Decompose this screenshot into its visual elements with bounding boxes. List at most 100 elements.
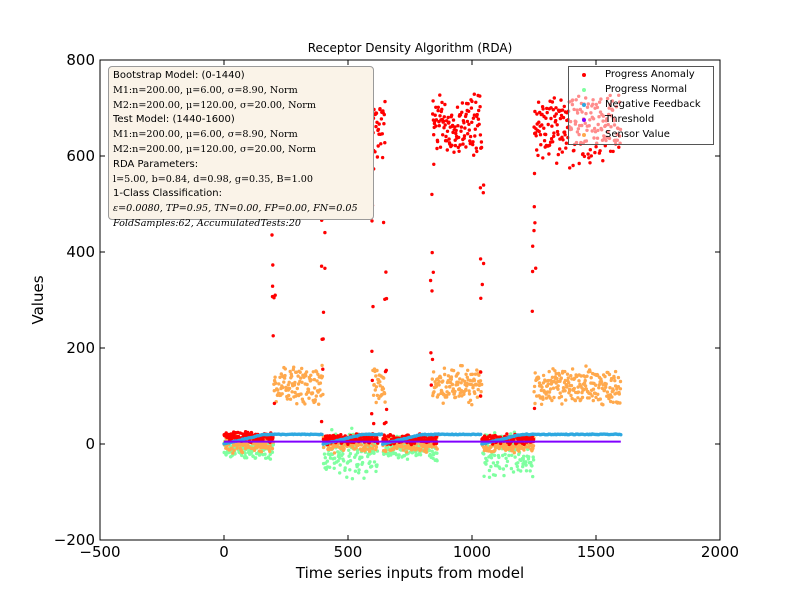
progress-anomaly-point	[430, 192, 434, 197]
negative-feedback-point	[318, 388, 322, 392]
progress-anomaly-point	[462, 134, 467, 138]
negative-feedback-point	[300, 366, 304, 371]
progress-normal-point	[490, 452, 494, 456]
negative-feedback-point	[562, 386, 566, 390]
negative-feedback-point	[395, 446, 399, 451]
legend-label: Negative Feedback	[605, 99, 701, 110]
progress-anomaly-point	[339, 433, 343, 437]
progress-anomaly-point	[466, 132, 470, 136]
progress-anomaly-point	[464, 145, 468, 149]
negative-feedback-point	[332, 451, 337, 455]
progress-anomaly-point	[559, 98, 563, 102]
progress-anomaly-point	[552, 134, 556, 138]
progress-anomaly-point	[321, 337, 325, 341]
progress-normal-point	[360, 455, 364, 459]
negative-feedback-point	[546, 378, 550, 383]
x-tick-label: 1000	[453, 543, 491, 561]
negative-feedback-point	[512, 444, 516, 449]
progress-anomaly-point	[552, 131, 556, 135]
progress-anomaly-point	[478, 133, 483, 137]
negative-feedback-point	[537, 381, 542, 385]
progress-normal-point	[510, 453, 514, 457]
negative-feedback-point	[512, 451, 516, 455]
progress-normal-point	[504, 456, 508, 460]
x-tick-label: 0	[219, 543, 229, 561]
legend: Progress Anomaly Progress Normal Negativ…	[568, 66, 714, 145]
progress-anomaly-point	[384, 407, 389, 412]
progress-anomaly-point	[261, 437, 265, 442]
negative-feedback-point	[588, 369, 592, 374]
negative-feedback-point	[310, 391, 315, 395]
progress-normal-point	[530, 464, 534, 468]
negative-feedback-point	[613, 379, 617, 383]
negative-feedback-point	[576, 390, 581, 394]
progress-anomaly-point	[534, 134, 538, 138]
progress-normal-point	[332, 466, 336, 470]
progress-normal-point	[362, 476, 366, 480]
progress-anomaly-point	[429, 351, 433, 355]
negative-feedback-point	[566, 376, 570, 380]
progress-normal-point	[338, 463, 342, 467]
progress-anomaly-point	[541, 107, 545, 111]
negative-feedback-point	[613, 384, 618, 388]
progress-normal-point	[336, 459, 340, 463]
negative-feedback-point	[583, 378, 587, 383]
negative-feedback-point	[569, 374, 573, 378]
negative-feedback-point	[287, 393, 291, 398]
negative-feedback-point	[458, 377, 462, 381]
progress-anomaly-point	[273, 293, 277, 297]
x-tick-label: 2000	[701, 543, 739, 561]
progress-normal-point	[322, 452, 327, 456]
progress-anomaly-point	[571, 163, 575, 168]
progress-anomaly-point	[376, 127, 381, 132]
progress-anomaly-point	[593, 150, 597, 155]
negative-feedback-point	[548, 396, 552, 400]
progress-normal-point	[338, 471, 342, 475]
progress-anomaly-point	[431, 270, 435, 274]
progress-anomaly-point	[380, 132, 384, 136]
negative-feedback-point	[616, 375, 621, 380]
progress-normal-point	[482, 474, 486, 478]
progress-anomaly-point	[536, 153, 540, 158]
progress-normal-point	[270, 450, 275, 454]
progress-normal-point	[323, 456, 327, 460]
negative-feedback-point	[565, 372, 570, 376]
progress-anomaly-point	[561, 115, 566, 120]
negative-feedback-point	[365, 447, 369, 451]
progress-normal-point	[360, 460, 365, 465]
progress-anomaly-point	[321, 367, 325, 371]
negative-feedback-point	[373, 388, 377, 392]
negative-feedback-point	[383, 449, 388, 454]
negative-feedback-point	[283, 367, 287, 371]
info-line: Bootstrap Model: (0-1440)	[113, 70, 245, 81]
negative-feedback-point	[306, 387, 311, 392]
negative-feedback-point	[591, 387, 596, 391]
negative-feedback-point	[548, 387, 553, 391]
progress-anomaly-point	[458, 143, 462, 147]
progress-anomaly-point	[459, 129, 463, 133]
negative-feedback-point	[611, 400, 615, 404]
negative-feedback-point	[559, 394, 564, 399]
negative-feedback-point	[436, 393, 440, 397]
negative-feedback-point	[290, 390, 294, 394]
negative-feedback-point	[309, 378, 313, 382]
progress-anomaly-point	[478, 257, 483, 261]
progress-anomaly-point	[534, 266, 538, 270]
progress-anomaly-point	[532, 406, 537, 411]
negative-feedback-point	[425, 447, 429, 451]
negative-feedback-point	[539, 402, 544, 406]
negative-feedback-point	[240, 450, 245, 455]
negative-feedback-point	[470, 403, 474, 407]
negative-feedback-point	[354, 446, 358, 450]
negative-feedback-point	[563, 389, 567, 393]
legend-label: Progress Normal	[605, 84, 688, 95]
negative-feedback-point	[292, 383, 297, 387]
negative-feedback-point	[618, 379, 623, 384]
negative-feedback-point	[435, 447, 439, 451]
negative-feedback-point	[554, 372, 558, 376]
negative-feedback-point	[585, 374, 589, 378]
progress-anomaly-point	[531, 437, 536, 442]
progress-anomaly-point	[442, 115, 446, 119]
negative-feedback-point	[375, 368, 379, 373]
negative-feedback-point	[539, 388, 543, 393]
